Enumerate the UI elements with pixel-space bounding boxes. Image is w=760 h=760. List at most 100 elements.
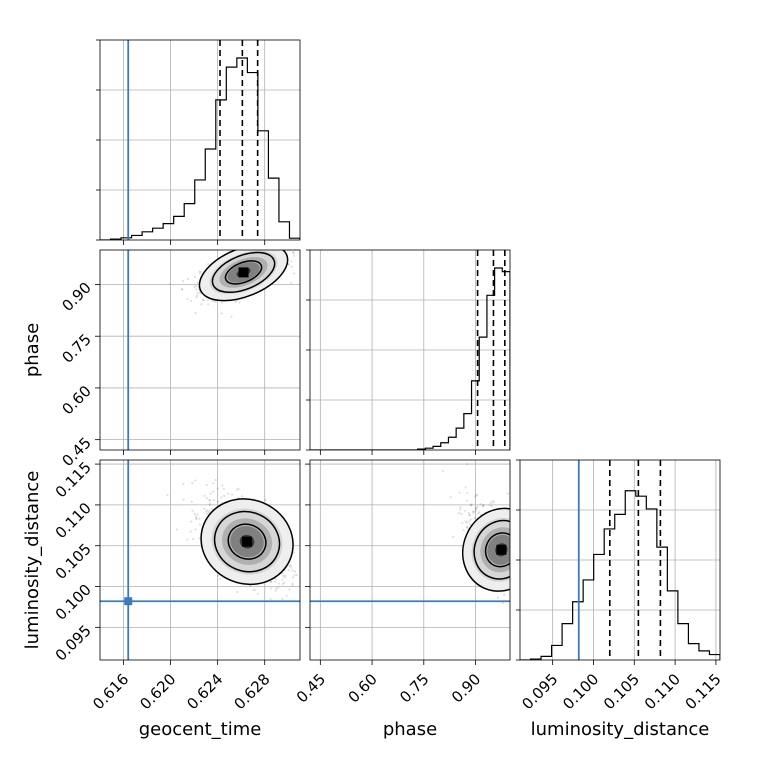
sample-point <box>208 499 212 502</box>
sample-point <box>291 569 294 572</box>
sample-point <box>521 564 523 566</box>
sample-point <box>190 500 193 503</box>
sample-point <box>527 580 529 582</box>
sample-point <box>256 248 258 250</box>
sample-point <box>525 546 527 548</box>
sample-point <box>300 273 302 275</box>
sample-point <box>512 558 514 560</box>
sample-point <box>194 311 197 315</box>
sample-point <box>472 511 475 514</box>
sample-point <box>465 499 469 502</box>
sample-point <box>516 555 518 557</box>
sample-point <box>528 523 530 525</box>
sample-point <box>522 590 524 592</box>
sample-point <box>524 580 526 582</box>
y-tick-label-luminosity_distance: 0.100 <box>52 581 95 624</box>
sample-point <box>194 528 197 531</box>
sample-point <box>515 537 517 539</box>
sample-point <box>287 569 290 572</box>
panel-frame-geocent_time_vs_luminosity_distance <box>99 459 301 661</box>
sample-point <box>291 576 295 579</box>
sample-point <box>513 579 515 581</box>
sample-point <box>301 256 303 258</box>
sample-point <box>537 575 539 577</box>
sample-point <box>301 550 303 552</box>
sample-point <box>466 491 469 494</box>
sample-point <box>533 579 535 581</box>
sample-point <box>530 570 532 572</box>
sample-point <box>301 590 303 592</box>
sample-point <box>512 578 514 580</box>
sample-point <box>511 608 513 610</box>
sample-point <box>207 303 210 306</box>
sample-point <box>469 504 473 507</box>
sample-point <box>536 574 538 576</box>
sample-point <box>292 254 296 257</box>
sample-point <box>191 509 194 512</box>
sample-point <box>517 584 519 586</box>
sample-point <box>524 557 526 559</box>
sample-point <box>516 565 518 567</box>
sample-point <box>290 260 293 263</box>
contour-2 <box>224 260 263 285</box>
sample-point <box>237 487 240 490</box>
sample-point <box>533 561 535 563</box>
sample-point <box>525 571 527 573</box>
sample-point <box>466 525 469 528</box>
sample-point <box>526 574 528 576</box>
y-tick-label-phase: 0.75 <box>58 330 94 366</box>
sample-point <box>206 299 209 302</box>
sample-point <box>515 569 517 571</box>
sample-point <box>513 547 515 549</box>
y-axis-label-luminosity_distance: luminosity_distance <box>22 471 43 650</box>
sample-point <box>269 580 273 583</box>
sample-point <box>513 574 515 576</box>
sample-point <box>269 597 272 600</box>
sample-point <box>182 482 185 485</box>
sample-point <box>481 505 485 508</box>
sample-point <box>538 584 540 586</box>
sample-point <box>514 553 516 555</box>
sample-point <box>528 574 530 576</box>
sample-point <box>514 544 516 546</box>
sample-point <box>521 576 523 578</box>
sample-point <box>207 511 210 514</box>
sample-point <box>304 578 306 580</box>
sample-point <box>526 564 528 566</box>
sample-point <box>514 553 516 555</box>
sample-point <box>516 553 518 555</box>
sample-point <box>285 594 288 597</box>
sample-point <box>477 512 480 515</box>
sample-point <box>529 598 531 600</box>
sample-point <box>510 531 512 533</box>
sample-point <box>527 561 529 563</box>
sample-point <box>516 547 518 549</box>
sample-point <box>514 543 516 545</box>
sample-point <box>491 505 494 508</box>
sample-point <box>514 539 516 541</box>
sample-point <box>527 573 529 575</box>
y-tick-label-luminosity_distance: 0.110 <box>52 499 95 542</box>
sample-point <box>529 579 531 581</box>
sample-point <box>460 512 463 515</box>
sample-point <box>512 561 514 563</box>
sample-point <box>275 587 278 590</box>
sample-point <box>512 588 514 590</box>
sample-point <box>469 503 472 506</box>
sample-point <box>511 610 513 612</box>
sample-point <box>517 533 519 535</box>
sample-point <box>512 552 514 554</box>
sample-point <box>195 516 198 520</box>
sample-point <box>216 487 219 490</box>
sample-point <box>523 576 525 578</box>
sample-point <box>512 560 514 562</box>
panel-content-geocent_time_vs_phase <box>100 240 303 450</box>
sample-point <box>205 496 208 500</box>
sample-point <box>212 498 216 502</box>
sample-point <box>261 242 263 244</box>
sample-point <box>514 557 516 559</box>
sample-point <box>260 247 262 249</box>
sample-point <box>473 516 476 520</box>
sample-point <box>286 240 288 242</box>
sample-point <box>212 490 215 493</box>
